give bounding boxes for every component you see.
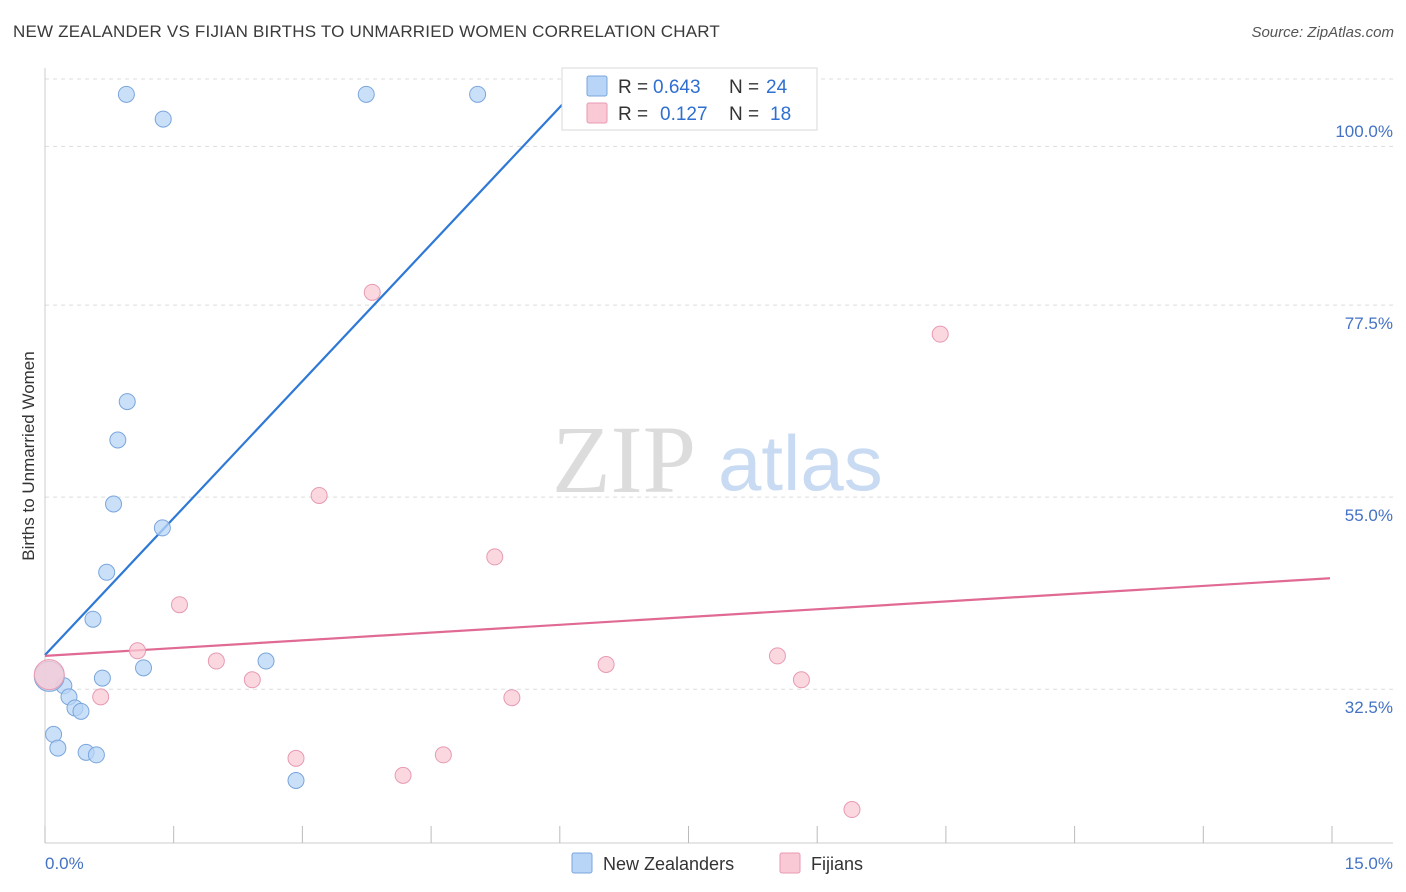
point-nz-21 [87, 746, 105, 764]
stats-legend: R = 0.643 N = 24 R = 0.127 N = 18 [561, 67, 818, 131]
legend-r-value-nz: 0.643 [653, 77, 701, 98]
point-fj-1 [931, 325, 949, 343]
point-fj-13 [287, 749, 305, 767]
trend-lines [44, 93, 1331, 658]
point-nz-4 [154, 110, 172, 128]
trend-line-nz [44, 93, 573, 656]
point-nz-11 [257, 652, 275, 670]
y-tick-label: 77.5% [1345, 314, 1393, 333]
y-tick-label: 55.0% [1345, 506, 1393, 525]
point-fj-12 [503, 689, 521, 707]
legend-n-value-nz: 24 [766, 77, 788, 98]
point-nz-9 [98, 563, 116, 581]
y-tick-labels: 100.0% 77.5% 55.0% 32.5% [1335, 122, 1393, 717]
point-fj-17 [33, 659, 65, 691]
point-nz-1 [357, 85, 375, 103]
axes [44, 68, 1393, 844]
gridlines [45, 78, 1393, 690]
bottom-legend-swatch-nz [571, 852, 593, 874]
legend-n-label-fj: N = [729, 104, 759, 125]
point-fj-7 [243, 671, 261, 689]
chart-title: NEW ZEALANDER VS FIJIAN BIRTHS TO UNMARR… [13, 22, 721, 41]
point-fj-8 [92, 688, 110, 706]
legend-swatch-fj [586, 102, 608, 124]
point-nz-10 [84, 610, 102, 628]
legend-r-label-nz: R = [618, 77, 648, 98]
bottom-legend-swatch-fj [779, 852, 801, 874]
x-tick-labels: 0.0% 15.0% [45, 854, 1393, 873]
y-axis-title: Births to Unmarried Women [19, 351, 38, 560]
point-nz-7 [105, 495, 123, 513]
point-fj-11 [792, 671, 810, 689]
legend-r-label-fj: R = [618, 104, 648, 125]
point-nz-6 [109, 431, 127, 449]
point-nz-5 [118, 393, 136, 411]
legend-n-value-fj: 18 [770, 104, 791, 125]
legend-r-value-fj: 0.127 [660, 104, 708, 125]
x-tick-label-max: 15.0% [1345, 854, 1393, 873]
point-nz-12 [135, 659, 153, 677]
point-fj-14 [434, 746, 452, 764]
point-nz-13 [93, 669, 111, 687]
point-fj-10 [768, 647, 786, 665]
watermark: ZIP atlas [552, 406, 883, 513]
point-nz-8 [153, 519, 171, 537]
source-credit: Source: ZipAtlas.com [1251, 24, 1394, 41]
point-nz-19 [49, 739, 67, 757]
watermark-atlas: atlas [718, 419, 883, 507]
y-tick-label: 32.5% [1345, 698, 1393, 717]
legend-swatch-nz [586, 75, 608, 97]
bottom-legend-label-nz: New Zealanders [603, 854, 734, 874]
legend-n-label-nz: N = [729, 77, 759, 98]
x-tick-label-min: 0.0% [45, 854, 84, 873]
point-fj-3 [486, 548, 504, 566]
point-fj-5 [129, 642, 147, 660]
series-legend: New Zealanders Fijians [571, 852, 863, 874]
y-tick-label: 100.0% [1335, 122, 1393, 141]
trend-line-fj [44, 577, 1331, 658]
point-fj-4 [170, 596, 188, 614]
point-fj-0 [363, 283, 381, 301]
point-fj-16 [843, 801, 861, 819]
point-fj-9 [597, 655, 615, 673]
bottom-legend-label-fj: Fijians [811, 854, 863, 874]
point-fj-2 [310, 486, 328, 504]
watermark-zip: ZIP [552, 406, 696, 513]
point-fj-15 [394, 766, 412, 784]
point-nz-0 [117, 85, 135, 103]
point-fj-6 [207, 652, 225, 670]
point-nz-17 [72, 702, 90, 720]
data-points [33, 85, 949, 819]
point-nz-2 [469, 85, 487, 103]
point-nz-22 [287, 772, 305, 790]
